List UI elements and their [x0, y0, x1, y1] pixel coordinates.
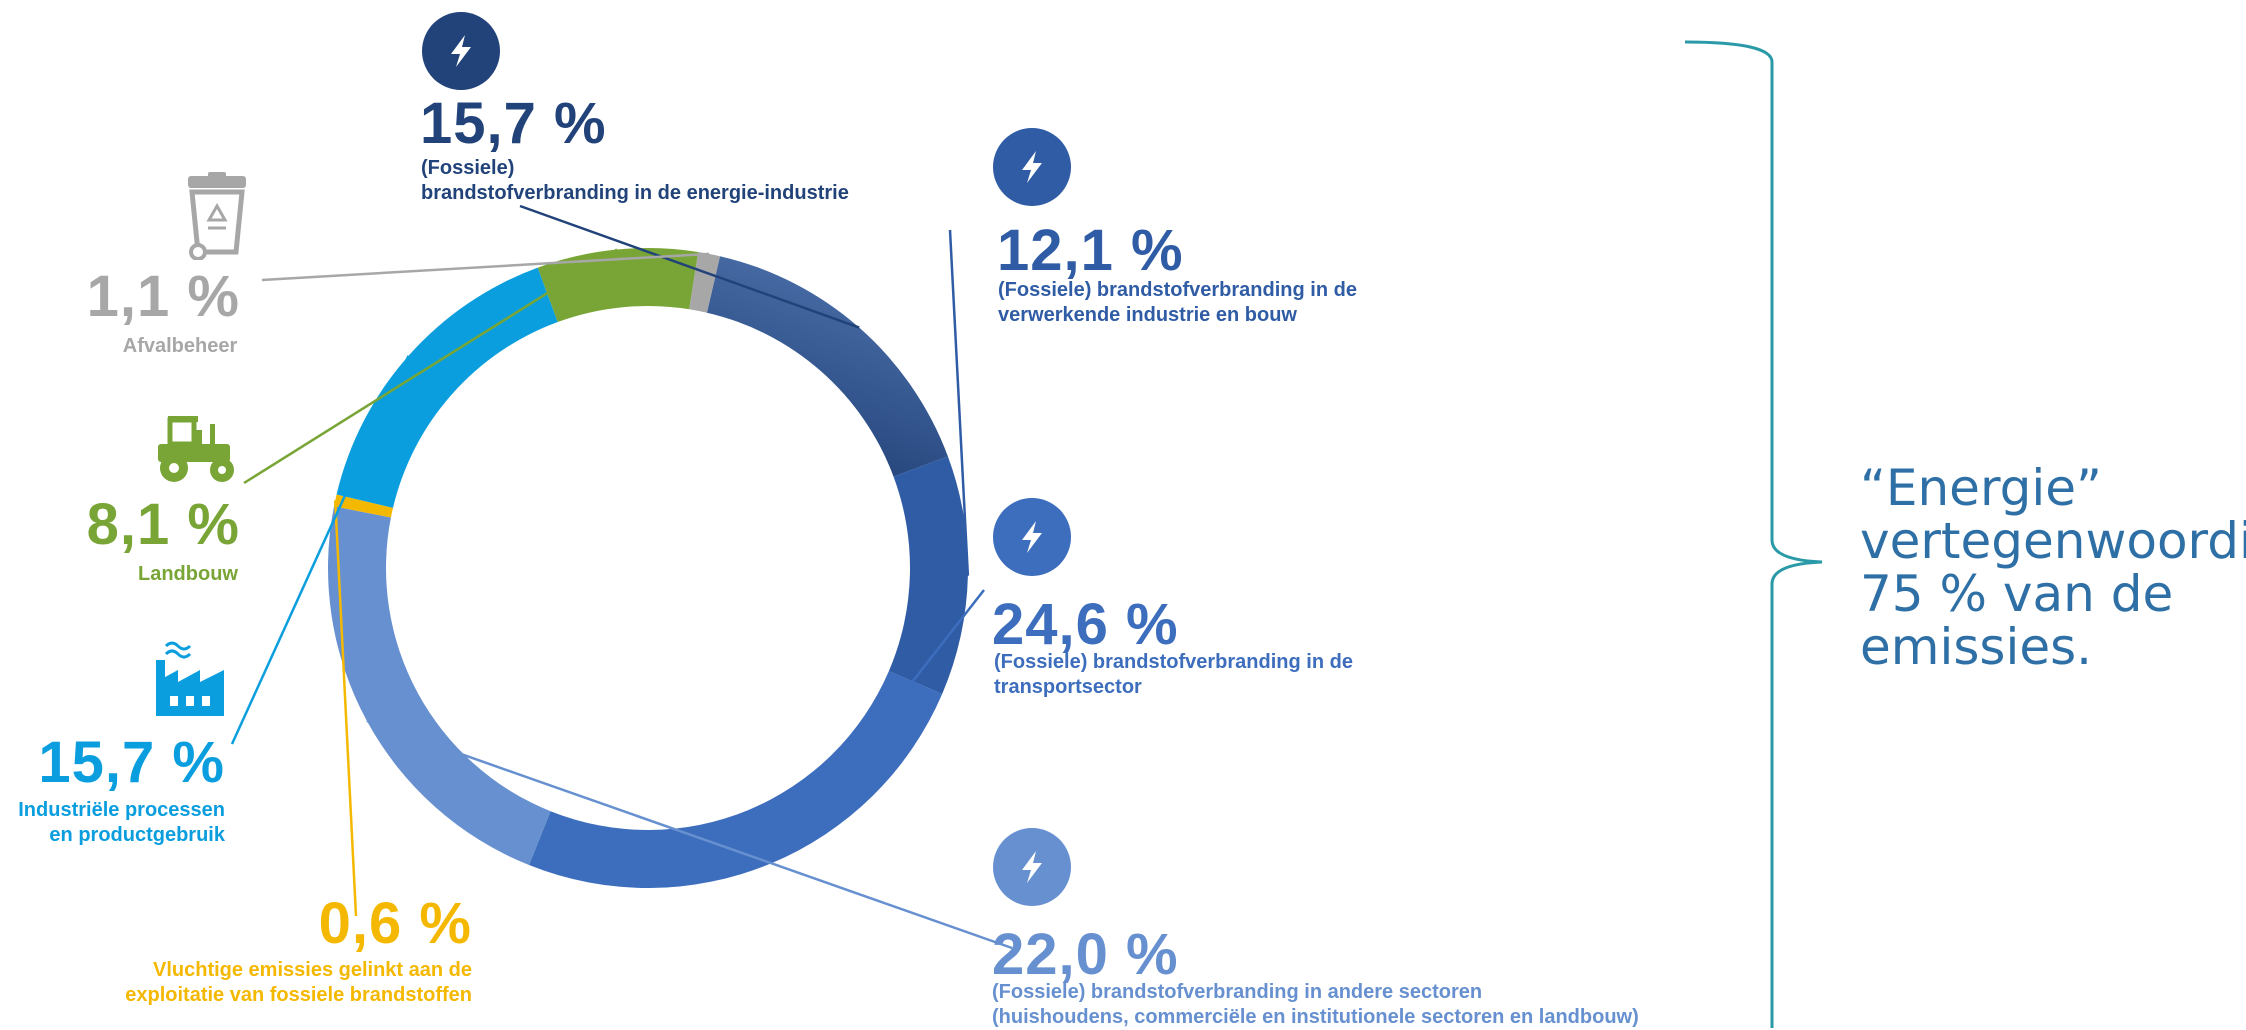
transport-lightning-icon [993, 498, 1071, 576]
donut-segment-transport [529, 671, 943, 888]
donut-segment-industrial-processes [336, 267, 558, 508]
category-label-industrial-processes: Industriële processen en productgebruik [0, 798, 225, 848]
leader-line-other-sectors [366, 719, 1013, 950]
category-label-industrial-processes-line-2: en productgebruik [49, 824, 225, 846]
factory-icon [150, 636, 228, 723]
value-label-agriculture: 8,1 % [86, 492, 240, 557]
donut-segment-energy-industry [706, 256, 948, 477]
leader-line-transport [769, 589, 985, 865]
category-label-energy-industry-line-1: (Fossiele) [421, 157, 515, 179]
donut-segment-fugitive [333, 494, 393, 518]
category-label-waste: Afvalbeheer [122, 335, 238, 357]
energy-industry-lightning-icon [422, 12, 500, 90]
tractor-icon [154, 412, 238, 489]
category-label-manufacturing-line-2: verwerkende industrie en bouw [998, 304, 1297, 326]
recycle-bin-icon [184, 172, 250, 265]
category-label-fugitive-line-2: exploitatie van fossiele brandstoffen [125, 984, 472, 1006]
energy-bracket [1684, 40, 1823, 1028]
category-label-manufacturing: (Fossiele) brandstofverbranding in de ve… [998, 278, 1357, 328]
leader-line-industrial-processes [230, 355, 410, 745]
category-label-other-sectors-line-2: (huishoudens, commerciële en institution… [992, 1006, 1639, 1028]
category-label-other-sectors: (Fossiele) brandstofverbranding in ander… [992, 980, 1639, 1030]
leader-line-energy-industry [519, 204, 860, 329]
leader-line-manufacturing [948, 229, 970, 576]
manufacturing-lightning-icon [993, 128, 1071, 206]
category-label-agriculture: Landbouw [138, 563, 238, 585]
value-label-fugitive: 0,6 % [318, 891, 472, 956]
category-label-industrial-processes-line-1: Industriële processen [18, 799, 225, 821]
category-label-energy-industry: (Fossiele) brandstofverbranding in de en… [421, 156, 849, 206]
donut-segment-waste [689, 251, 720, 313]
value-label-manufacturing: 12,1 % [997, 218, 1184, 283]
donut-segment-manufacturing [888, 456, 968, 694]
category-label-manufacturing-line-1: (Fossiele) brandstofverbranding in de [998, 279, 1357, 301]
category-label-fugitive-line-1: Vluchtige emissies gelinkt aan de [152, 959, 472, 981]
leader-line-waste [261, 252, 710, 282]
category-label-transport-line-2: transportsector [994, 676, 1142, 698]
value-label-waste: 1,1 % [86, 264, 240, 329]
category-label-transport: (Fossiele) brandstofverbranding in de tr… [994, 650, 1353, 700]
energy-summary-text: “Energie” vertegenwoordigt 75 % van de e… [1860, 459, 2246, 676]
donut-segment-other-sectors [328, 506, 551, 866]
other-sectors-lightning-icon [993, 828, 1071, 906]
donut-segment-agriculture [537, 248, 699, 323]
category-label-transport-line-1: (Fossiele) brandstofverbranding in de [994, 651, 1353, 673]
category-label-other-sectors-line-1: (Fossiele) brandstofverbranding in ander… [992, 981, 1483, 1003]
value-label-other-sectors: 22,0 % [992, 922, 1179, 987]
value-label-transport: 24,6 % [992, 592, 1179, 657]
category-label-energy-industry-line-2: brandstofverbranding in de energie-indus… [421, 182, 849, 204]
leader-line-agriculture [243, 248, 618, 485]
category-label-fugitive: Vluchtige emissies gelinkt aan de exploi… [72, 958, 472, 1008]
value-label-energy-industry: 15,7 % [420, 91, 607, 156]
leader-line-fugitive [333, 500, 358, 917]
value-label-industrial-processes: 15,7 % [38, 730, 225, 795]
